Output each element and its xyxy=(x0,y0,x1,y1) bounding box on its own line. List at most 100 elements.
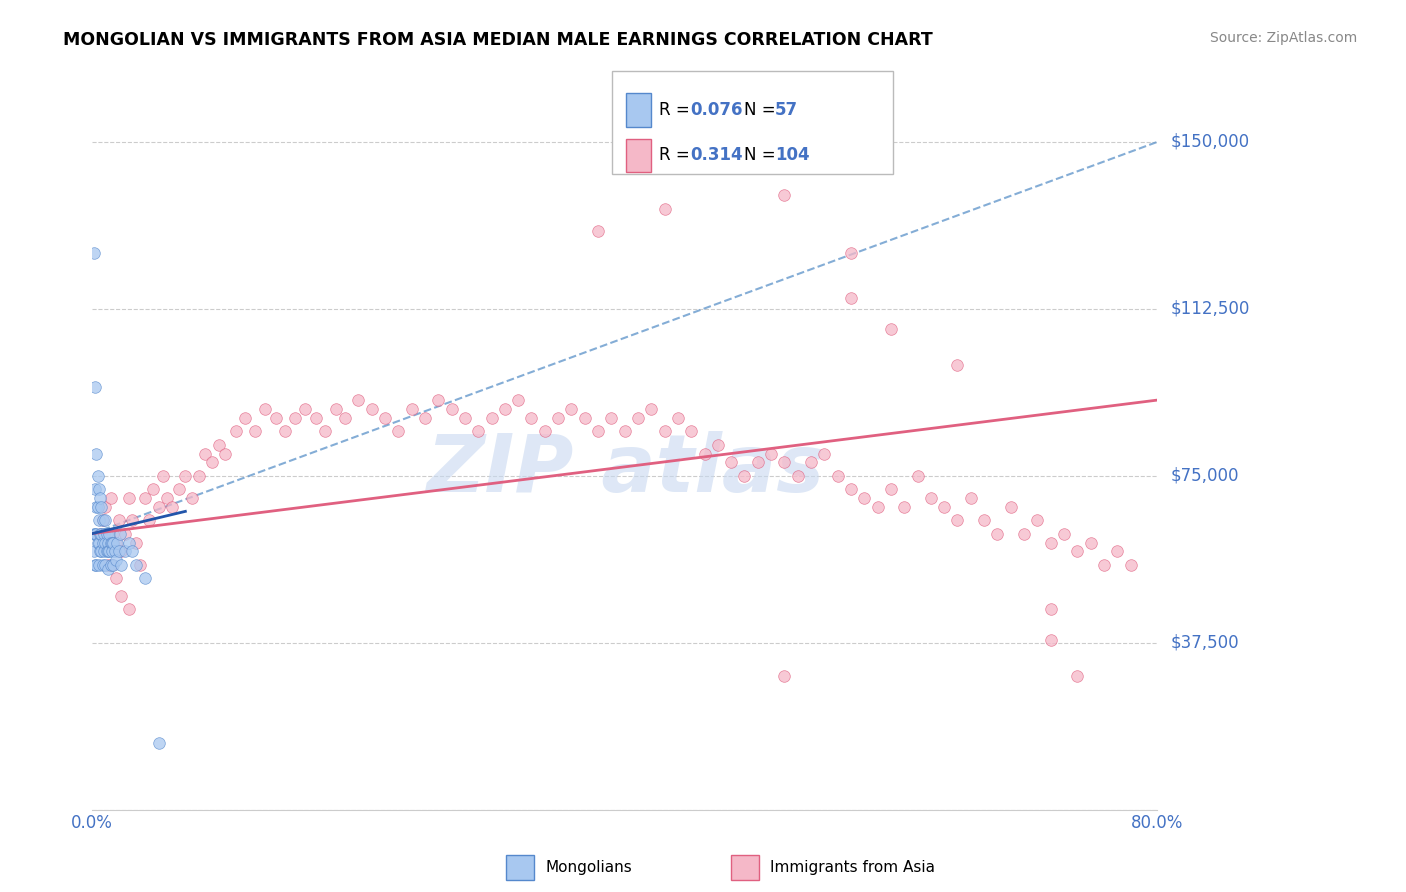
Point xyxy=(946,358,969,372)
Point xyxy=(100,535,122,549)
Text: 0.314: 0.314 xyxy=(690,146,742,164)
Point xyxy=(90,500,112,514)
Point xyxy=(107,544,129,558)
Point xyxy=(759,446,782,460)
Point xyxy=(84,526,107,541)
Point xyxy=(93,526,115,541)
Point xyxy=(110,558,132,572)
Point xyxy=(142,482,165,496)
Point xyxy=(91,558,114,572)
Text: ZIP atlas: ZIP atlas xyxy=(426,431,824,508)
Point xyxy=(101,535,124,549)
Point xyxy=(481,411,503,425)
Point xyxy=(105,571,128,585)
Point xyxy=(87,513,110,527)
Point xyxy=(959,491,981,505)
Point xyxy=(813,446,835,460)
Point xyxy=(1053,526,1076,541)
Point xyxy=(866,500,889,514)
Point xyxy=(83,246,105,260)
Text: $112,500: $112,500 xyxy=(1171,300,1250,318)
Point xyxy=(853,491,876,505)
Point xyxy=(880,322,903,336)
Point xyxy=(118,491,141,505)
Point xyxy=(274,424,297,438)
Text: 0.076: 0.076 xyxy=(690,102,742,120)
Point xyxy=(1107,544,1129,558)
Point xyxy=(839,482,862,496)
Point xyxy=(174,468,197,483)
Point xyxy=(934,500,956,514)
Point xyxy=(654,202,676,216)
Point xyxy=(1039,602,1062,616)
Point xyxy=(839,291,862,305)
Point xyxy=(560,402,582,417)
Point xyxy=(773,455,796,469)
Point xyxy=(87,558,110,572)
Point xyxy=(156,491,179,505)
Point xyxy=(681,424,703,438)
Text: $75,000: $75,000 xyxy=(1171,467,1240,484)
Point xyxy=(129,558,152,572)
Point xyxy=(134,491,156,505)
Point xyxy=(666,411,689,425)
Point xyxy=(86,500,108,514)
Point xyxy=(233,411,256,425)
Point xyxy=(733,468,755,483)
Point xyxy=(105,553,128,567)
Point xyxy=(413,411,436,425)
Point xyxy=(94,500,117,514)
Point xyxy=(986,526,1008,541)
Point xyxy=(773,669,796,683)
Point xyxy=(118,535,141,549)
Point xyxy=(467,424,489,438)
Point xyxy=(167,482,190,496)
Point xyxy=(110,589,132,603)
Point xyxy=(1066,544,1088,558)
Point xyxy=(83,526,105,541)
Point xyxy=(194,446,217,460)
Point xyxy=(96,526,118,541)
Point xyxy=(973,513,995,527)
Point xyxy=(152,468,174,483)
Point xyxy=(374,411,396,425)
Point xyxy=(494,402,516,417)
Point xyxy=(100,558,122,572)
Text: 57: 57 xyxy=(775,102,797,120)
Point xyxy=(181,491,204,505)
Point xyxy=(920,491,942,505)
Point xyxy=(1066,669,1088,683)
Point xyxy=(839,246,862,260)
Point xyxy=(454,411,477,425)
Point xyxy=(118,602,141,616)
Text: $150,000: $150,000 xyxy=(1171,133,1250,151)
Point xyxy=(1026,513,1049,527)
Point xyxy=(747,455,769,469)
Point xyxy=(1092,558,1115,572)
Point xyxy=(654,424,676,438)
Point xyxy=(114,526,136,541)
Point xyxy=(87,535,110,549)
Point xyxy=(105,535,128,549)
Point xyxy=(148,736,170,750)
Text: $37,500: $37,500 xyxy=(1171,633,1240,652)
Point xyxy=(333,411,356,425)
Point xyxy=(773,188,796,202)
Point xyxy=(89,491,111,505)
Point xyxy=(83,526,105,541)
Point xyxy=(98,544,121,558)
Text: Source: ZipAtlas.com: Source: ZipAtlas.com xyxy=(1209,31,1357,45)
Point xyxy=(586,224,609,238)
Point xyxy=(401,402,423,417)
Point xyxy=(97,558,120,572)
Point xyxy=(1119,558,1142,572)
Point xyxy=(827,468,849,483)
Point xyxy=(360,402,382,417)
Point xyxy=(93,544,115,558)
Point xyxy=(214,446,236,460)
Point xyxy=(508,393,530,408)
Point xyxy=(1000,500,1022,514)
Point xyxy=(773,144,796,158)
Point xyxy=(347,393,370,408)
Point xyxy=(800,455,823,469)
